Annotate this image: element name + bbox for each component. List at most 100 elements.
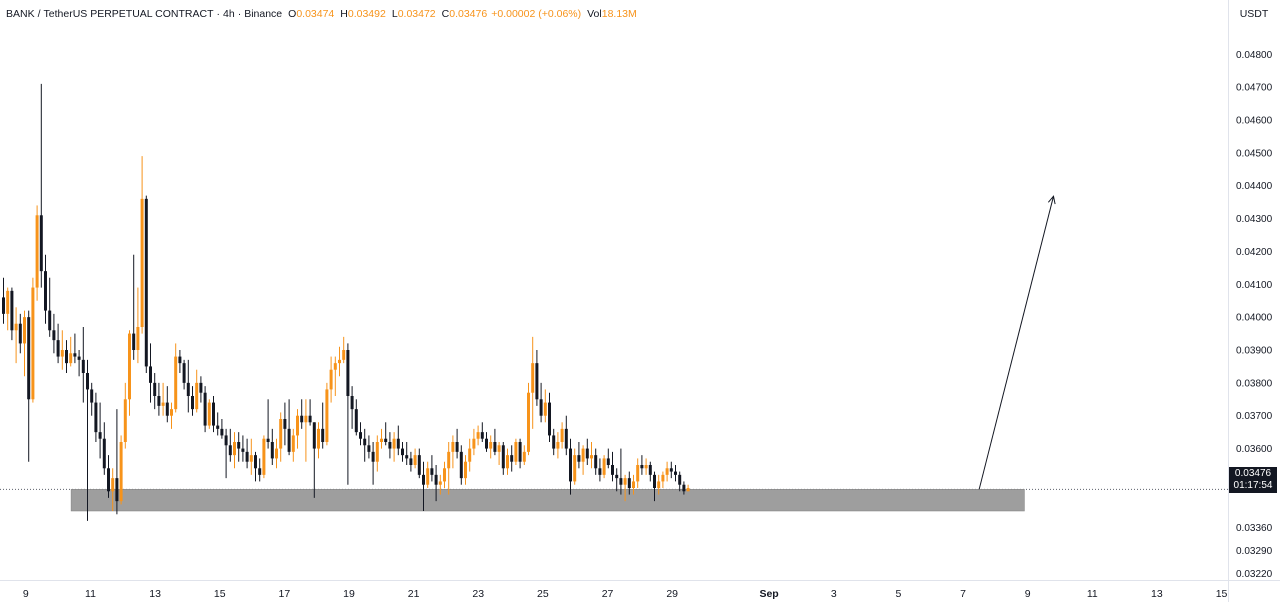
- candle-body: [598, 468, 602, 475]
- candle-body: [455, 442, 459, 452]
- candle-body: [6, 290, 10, 314]
- candle-body: [648, 465, 652, 475]
- x-tick-label: 9: [1025, 588, 1031, 600]
- x-tick-label: 23: [472, 588, 484, 600]
- legend-volume-value: 18.13M: [601, 8, 637, 20]
- candle-body: [447, 451, 451, 469]
- legend-dot-1: ·: [216, 8, 221, 20]
- candle-body: [128, 333, 131, 400]
- candle-body: [476, 432, 480, 439]
- candle-body: [86, 373, 89, 390]
- candle-body: [636, 465, 640, 482]
- x-tick-label: 11: [1087, 588, 1098, 600]
- candle-body: [308, 415, 312, 423]
- candle-body: [506, 455, 509, 469]
- candle-body: [241, 448, 245, 452]
- candle-body: [333, 363, 337, 370]
- candle-body: [107, 468, 110, 492]
- candle-body: [35, 215, 39, 288]
- legend-low-label: L: [391, 8, 398, 20]
- candle-body: [401, 448, 404, 456]
- legend-low-value: 0.03472: [397, 8, 436, 20]
- x-tick-label: 17: [279, 588, 291, 600]
- candle-body: [174, 356, 178, 410]
- bar-countdown: 01:17:54: [1233, 480, 1273, 491]
- candle-body: [632, 481, 635, 488]
- candle-body: [18, 323, 22, 344]
- candle-body: [140, 198, 144, 327]
- candle-body: [249, 455, 253, 462]
- candle-body: [606, 458, 610, 465]
- currency-unit-button[interactable]: USDT: [1239, 8, 1269, 20]
- candle-body: [674, 471, 677, 475]
- candle-body: [220, 428, 224, 436]
- candle-body: [590, 455, 593, 459]
- candle-body: [262, 438, 266, 475]
- candle-body: [405, 455, 409, 459]
- candle-body: [497, 445, 501, 452]
- candle-body: [434, 474, 438, 485]
- candle-body: [48, 310, 52, 331]
- candle-body: [669, 468, 673, 472]
- legend-interval[interactable]: 4h: [223, 8, 235, 20]
- candle-body: [191, 396, 194, 410]
- y-tick-label: 0.04800: [1236, 50, 1273, 61]
- candle-body: [472, 438, 476, 449]
- candle-body: [102, 438, 106, 469]
- candle-body: [98, 432, 102, 439]
- x-tick-label: 19: [343, 588, 355, 600]
- candle-body: [451, 442, 455, 452]
- candle-body: [493, 442, 497, 452]
- candle-body: [275, 448, 278, 459]
- x-tick-label: 15: [214, 588, 226, 600]
- candle-body: [539, 399, 543, 416]
- candle-body: [115, 478, 119, 502]
- candle-body: [233, 442, 236, 456]
- candle-body: [199, 382, 203, 393]
- candle-body: [10, 290, 14, 331]
- candle-body: [203, 392, 207, 426]
- candle-body: [254, 455, 257, 469]
- candle-body: [640, 465, 644, 469]
- y-tick-label: 0.03700: [1236, 411, 1273, 422]
- legend-symbol[interactable]: BANK: [6, 8, 35, 20]
- candle-body: [321, 428, 325, 442]
- candle-body: [291, 435, 295, 452]
- y-tick-label: 0.04300: [1236, 214, 1273, 225]
- candle-body: [392, 438, 396, 449]
- candle-body: [132, 333, 136, 350]
- y-tick-label: 0.03290: [1236, 546, 1273, 557]
- candle-body: [480, 432, 484, 439]
- candle-body: [237, 442, 241, 449]
- candle-body: [296, 415, 299, 436]
- candle-body: [338, 359, 341, 364]
- candle-body: [543, 402, 547, 416]
- candle-body: [170, 409, 173, 416]
- candle-body: [136, 327, 140, 350]
- candle-body: [422, 474, 425, 485]
- chart-legend: BANK / TetherUS PERPETUAL CONTRACT · 4h …: [6, 8, 637, 20]
- legend-open-value: 0.03474: [296, 8, 335, 20]
- candle-body: [94, 402, 98, 433]
- candle-body: [27, 317, 31, 400]
- candle-body: [354, 409, 358, 433]
- y-tick-label: 0.03900: [1236, 346, 1273, 357]
- candle-body: [657, 481, 661, 488]
- candle-body: [44, 271, 47, 311]
- candle-body: [312, 422, 316, 449]
- y-tick-label: 0.03800: [1236, 378, 1273, 389]
- candle-body: [682, 484, 686, 492]
- candle-body: [464, 461, 467, 479]
- support-zone: [70, 489, 1025, 512]
- candle-body: [438, 481, 442, 485]
- legend-dot-2: ·: [237, 8, 242, 20]
- candle-body: [485, 438, 488, 449]
- legend-exchange: Binance: [244, 8, 283, 20]
- candle-body: [228, 445, 232, 456]
- candle-body: [178, 356, 182, 364]
- legend-high-label: H: [340, 8, 348, 20]
- candle-body: [31, 287, 35, 400]
- candle-body: [346, 350, 350, 396]
- candle-body: [594, 455, 598, 469]
